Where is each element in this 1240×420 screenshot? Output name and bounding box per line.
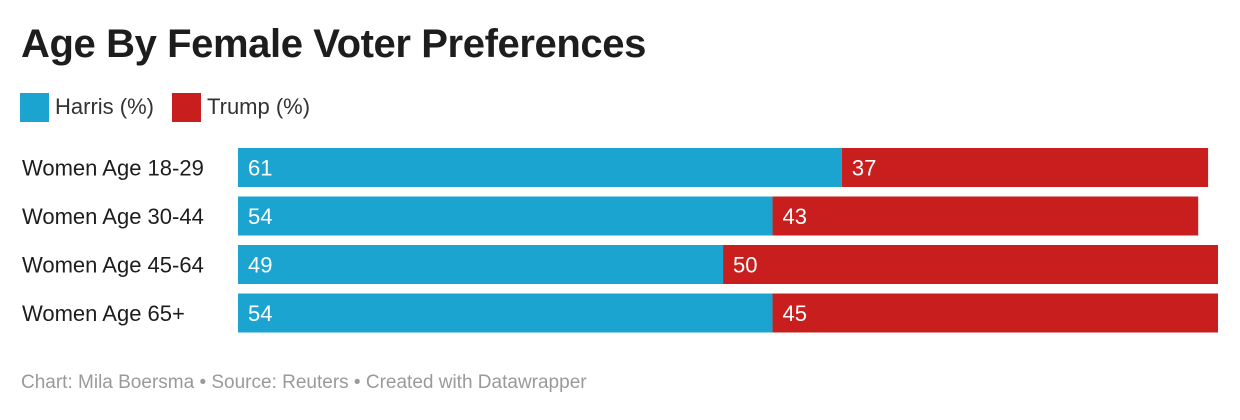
chart-legend: Harris (%) Trump (%): [20, 92, 328, 122]
bar-trump-women-age-30-44: [772, 196, 1199, 236]
data-label-harris-women-age-65: 54: [248, 301, 272, 326]
bar-harris-women-age-45-64: [238, 245, 724, 284]
data-label-harris-women-age-45-64: 49: [248, 253, 272, 278]
bar-harris-women-age-65: [238, 293, 773, 333]
category-label-women-age-30-44: Women Age 30-44: [22, 204, 204, 229]
chart-footer: Chart: Mila Boersma • Source: Reuters • …: [21, 372, 587, 393]
chart-title: Age By Female Voter Preferences: [21, 22, 646, 66]
bar-trump-women-age-18-29: [841, 148, 1209, 187]
stacked-bar-chart: Women Age 18-29 61 37 Women Age 30-44 54 43 Wo…: [22, 148, 1218, 333]
legend-swatch-harris: [20, 92, 49, 122]
legend-item-harris: Harris (%): [20, 92, 154, 122]
data-label-trump-women-age-30-44: 43: [783, 204, 807, 229]
data-label-trump-women-age-65: 45: [783, 301, 807, 326]
data-label-harris-women-age-30-44: 54: [248, 204, 272, 229]
bar-harris-women-age-30-44: [238, 196, 773, 236]
category-label-women-age-65: Women Age 65+: [22, 301, 185, 326]
category-label-women-age-18-29: Women Age 18-29: [22, 156, 204, 181]
data-label-trump-women-age-18-29: 37: [852, 156, 876, 181]
bar-harris-women-age-18-29: [238, 148, 842, 187]
data-label-trump-women-age-45-64: 50: [733, 253, 757, 278]
category-label-women-age-45-64: Women Age 45-64: [22, 253, 204, 278]
legend-item-trump: Trump (%): [172, 92, 311, 122]
legend-label-harris: Harris (%): [55, 94, 154, 119]
legend-swatch-trump: [172, 92, 201, 122]
bar-trump-women-age-65: [772, 293, 1218, 333]
bar-trump-women-age-45-64: [723, 245, 1218, 284]
legend-label-trump: Trump (%): [207, 94, 311, 119]
data-label-harris-women-age-18-29: 61: [248, 156, 272, 181]
